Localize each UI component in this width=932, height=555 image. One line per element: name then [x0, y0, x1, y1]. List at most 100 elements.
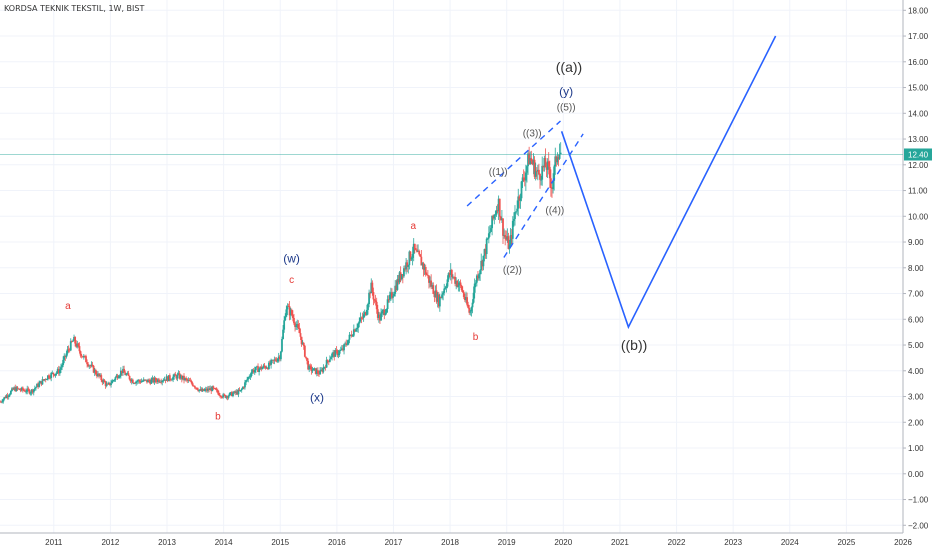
candle [385, 308, 388, 315]
candle [30, 389, 33, 396]
candle [510, 228, 513, 247]
candle [266, 367, 269, 371]
candle-body [48, 375, 50, 378]
candle-body [472, 292, 475, 303]
candle [192, 385, 195, 387]
candle-body [372, 292, 375, 300]
candle-body [141, 381, 144, 382]
price-axis-label: 0.00 [908, 470, 924, 479]
candle [16, 385, 19, 392]
candle-body [159, 381, 161, 383]
candles-group [0, 142, 562, 404]
candle-body [509, 235, 512, 245]
candle-body [106, 383, 109, 385]
candle [298, 323, 301, 334]
candle [533, 156, 536, 179]
candle [269, 359, 271, 366]
candle-body [430, 280, 433, 287]
wave-label: ((3)) [523, 128, 542, 139]
candle-body [146, 379, 148, 383]
candle [74, 336, 77, 347]
candle-body [554, 156, 557, 167]
candle [389, 287, 392, 301]
candle-body [111, 380, 114, 384]
candle-body [433, 293, 436, 298]
candle-body [507, 236, 510, 249]
candle [452, 274, 454, 280]
candle [92, 365, 95, 374]
candle [55, 371, 58, 376]
candle-body [225, 396, 228, 398]
candle-body [375, 301, 378, 310]
candle [180, 374, 183, 383]
candle-body [126, 373, 129, 375]
candle-body [498, 198, 501, 217]
candle [535, 167, 538, 180]
candle-body [103, 380, 106, 383]
candle [412, 238, 415, 262]
candle-body [134, 383, 136, 384]
candle-body [3, 397, 6, 400]
candle [543, 155, 546, 172]
candle [503, 228, 505, 239]
candle [323, 366, 326, 370]
candle-body [198, 389, 201, 391]
candle-body [367, 304, 369, 310]
candle-body [382, 309, 385, 312]
candle-body [492, 215, 495, 219]
candle-body [54, 373, 57, 376]
candle-body [80, 355, 83, 357]
candle [20, 386, 23, 392]
candle [359, 312, 362, 323]
candle [207, 385, 209, 393]
candle [493, 213, 496, 225]
candle [532, 153, 535, 175]
candle [245, 379, 247, 386]
candle [195, 387, 197, 390]
candle-body [12, 388, 14, 390]
candle [279, 350, 282, 362]
candle [456, 279, 459, 288]
candle [91, 361, 94, 368]
candle [225, 395, 228, 400]
candle [474, 280, 477, 288]
candle [244, 379, 246, 390]
candle [360, 316, 363, 324]
candle [156, 378, 159, 384]
candle [67, 345, 70, 353]
year-label: 2011 [45, 538, 63, 547]
candle-body [207, 388, 209, 391]
candle-body [205, 388, 208, 391]
candle-body [1, 401, 4, 403]
candle-body [340, 348, 343, 350]
candle [162, 378, 165, 383]
candle [471, 299, 474, 314]
candle-body [495, 210, 498, 215]
candle-body [98, 373, 100, 377]
candle-body [420, 256, 423, 266]
candle [177, 370, 180, 376]
candle [364, 311, 367, 317]
candle [285, 305, 288, 318]
candle [477, 271, 479, 281]
candle-body [150, 379, 153, 384]
candle [90, 361, 93, 368]
candle [382, 308, 385, 316]
candle [409, 251, 412, 262]
candle-body [523, 179, 526, 181]
candle [400, 274, 403, 281]
candle-body [64, 355, 67, 357]
candle-body [234, 391, 237, 393]
candle-body [231, 392, 233, 397]
candle-body [274, 359, 277, 361]
candle-body [190, 381, 193, 384]
candle-body [268, 362, 270, 370]
candle-body [295, 325, 298, 327]
candle-body [87, 364, 90, 367]
candle-body [483, 249, 486, 256]
candle-body [52, 372, 55, 375]
candle [231, 390, 233, 397]
candle [133, 382, 135, 385]
channel-lower-line [503, 133, 584, 258]
